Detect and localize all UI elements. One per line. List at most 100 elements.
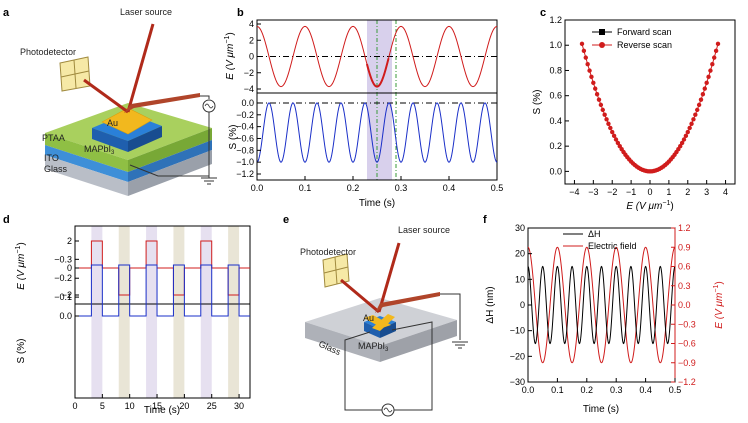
panel-c-x-tick-label: −4	[569, 187, 579, 197]
panel-f-yright-tick-label: −0.3	[678, 319, 696, 329]
panel-b-field-highlight	[365, 58, 390, 88]
panel-c-point	[693, 112, 698, 117]
panel-c-point	[611, 133, 617, 139]
panel-c-x-tick-label: 2	[685, 187, 690, 197]
panel-b-ytop-tick-label: −2	[244, 68, 254, 78]
afm-tip-icon	[375, 292, 440, 313]
panel-b-x-tick-label: 0.0	[251, 183, 264, 193]
photodetector-label: Photodetector	[20, 47, 76, 57]
panel-d-ytop-tick-label: −2	[62, 290, 72, 300]
panel-c-y-tick-label: 0.8	[549, 65, 562, 75]
panel-c-xlabel: E (V μm−1)	[626, 200, 673, 212]
wire	[200, 95, 210, 99]
panel-a-schematic: a Au PTAA MAPbI3 ITO Glass Photodetector…	[3, 7, 217, 196]
panel-c-chart: c −4 −3 −2 −1 0 1 2 3 4 1.2 1.0 0.8 0.6 0.4 0.2 0.0 Fo…	[532, 7, 736, 212]
panel-b-x-tick-label: 0.4	[443, 183, 456, 193]
panel-c-point	[589, 74, 594, 80]
panel-f-yright-tick-label: 0.0	[678, 300, 691, 310]
panel-c-label: c	[540, 7, 546, 19]
panel-d-shade-band	[228, 226, 240, 398]
panel-c-x-tick-label: −2	[607, 187, 617, 197]
panel-d-ybot-tick-label: 0.0	[59, 311, 72, 321]
panel-c-point	[579, 41, 585, 47]
panel-b-x-tick-label: 0.2	[347, 183, 360, 193]
legend-dh-label: ΔH	[588, 229, 601, 239]
panel-f-yright-tick-label: 0.3	[678, 281, 691, 291]
panel-c-point	[696, 102, 702, 108]
au-electrode-2	[372, 314, 395, 331]
panel-c-y-tick-label: 0.6	[549, 91, 562, 101]
panel-c-point	[598, 102, 604, 108]
au-electrode	[101, 107, 153, 135]
panel-c-point	[678, 143, 683, 149]
panel-f-x-tick-label: 0.3	[610, 385, 623, 395]
wire	[440, 293, 461, 340]
panel-c-point	[583, 55, 588, 60]
panel-f-yright-tick-label: 1.2	[678, 223, 691, 233]
glass-substrate-front	[305, 322, 380, 362]
panel-c-y-tick-label: 0.2	[549, 141, 562, 151]
panel-f-yright-tick-label: −1.2	[678, 377, 696, 387]
panel-b-x-tick-label: 0.1	[299, 183, 312, 193]
panel-c-point	[681, 137, 687, 142]
panel-b-strain-series	[256, 102, 498, 163]
panel-f-yright-tick-label: −0.9	[678, 358, 696, 368]
panel-f-yleft-tick-label: 20	[515, 249, 525, 259]
panel-d-label: d	[3, 214, 10, 226]
panel-f-ylabel-left: ΔH (nm)	[485, 286, 496, 323]
panel-b-ybot-tick-label: −1.2	[236, 169, 254, 179]
ptaa-label: PTAA	[42, 133, 65, 143]
panel-c-point	[610, 129, 615, 135]
panel-c-point	[687, 125, 692, 131]
panel-d-shade-band	[200, 226, 212, 398]
au-label: Au	[107, 118, 118, 128]
panel-b-ybot-tick-label: −0.4	[236, 122, 254, 132]
panel-f-yleft-tick-label: −10	[510, 326, 525, 336]
panel-c-point	[710, 62, 715, 67]
panel-c-point	[700, 92, 706, 97]
panel-c-point	[585, 62, 590, 67]
afm-tip-icon	[124, 93, 200, 113]
panel-c-reverse-scan-line	[581, 43, 719, 172]
panel-c-point	[702, 86, 707, 91]
panel-c-point	[606, 121, 611, 126]
panel-e-label: e	[283, 214, 289, 226]
panel-b-ytop-tick-label: −4	[244, 84, 254, 94]
panel-c-ylabel: S (%)	[532, 90, 543, 115]
panel-c-point	[679, 140, 685, 146]
legend-reverse-marker	[599, 42, 605, 48]
panel-c-point	[695, 107, 700, 113]
panel-c-point	[706, 74, 711, 80]
panel-d-ybot-tick-label: −0.3	[54, 254, 72, 264]
panel-c-x-tick-label: 4	[723, 187, 728, 197]
panel-c-x-tick-label: −1	[626, 187, 636, 197]
mapbi-pillar-side	[128, 126, 162, 152]
glass-substrate-side	[380, 320, 457, 362]
panel-c-point	[691, 117, 696, 122]
glass-label: Glass	[44, 164, 68, 174]
panel-b-label: b	[237, 7, 244, 19]
panel-d-shade-band	[118, 226, 130, 398]
panel-b-xlabel: Time (s)	[359, 198, 395, 209]
panel-c-point	[593, 86, 598, 91]
panel-c-x-tick-label: 0	[647, 187, 652, 197]
panel-d-x-tick-label: 10	[125, 401, 135, 411]
panel-c-point	[602, 112, 607, 117]
ptaa-layer-front	[45, 133, 128, 172]
panel-f-yleft-tick-label: −30	[510, 377, 525, 387]
panel-c-point	[685, 129, 690, 135]
panel-b-chart: b 0.0 0.1 0.2 0.3 0.4 0.5 4 2 0 −2 −4 0.0 −0.2 −0.4…	[224, 7, 503, 209]
panel-c-point	[683, 133, 689, 139]
panel-f-dh-series	[527, 265, 676, 345]
panel-f-x-tick-label: 0.5	[669, 385, 682, 395]
panel-c-point	[581, 48, 587, 54]
mapbi-pillar-front	[92, 128, 128, 152]
panel-e-schematic: e Glass Au MAPbI3 Photodetector Laser so…	[283, 214, 468, 417]
ptaa-layer-side	[128, 128, 212, 172]
panel-f-yright-tick-label: −0.6	[678, 339, 696, 349]
panel-f-chart: f 0.0 0.1 0.2 0.3 0.4 0.5 30 20 10 0 −10 −20 −30 1.…	[483, 214, 725, 415]
panel-b-ybot-tick-label: 0.0	[241, 98, 254, 108]
ito-layer-side	[128, 140, 212, 182]
panel-b-x-tick-label: 0.3	[395, 183, 408, 193]
